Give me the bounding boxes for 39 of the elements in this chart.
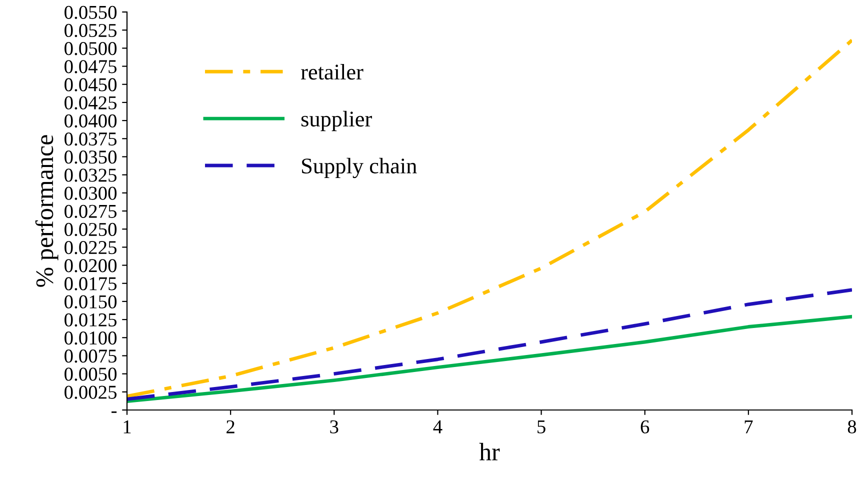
y-tick-label: 0.0275 [64, 204, 117, 218]
y-tick-label: 0.0225 [64, 241, 117, 254]
y-tick-label: 0.0525 [64, 24, 117, 38]
y-tick-label: 0.0550 [64, 6, 117, 20]
x-tick-label: 4 [433, 420, 442, 434]
y-tick-label: 0.0200 [64, 259, 117, 272]
x-axis-title: hr [479, 442, 500, 460]
y-tick-label: 0.0425 [64, 96, 117, 110]
y-tick-label: 0.0325 [64, 168, 117, 182]
y-tick-label: 0.0475 [64, 60, 117, 74]
y-tick-label: 0.0175 [64, 277, 117, 290]
x-tick-label: 1 [124, 420, 131, 434]
y-tick-label: 0.0500 [64, 42, 117, 56]
line-series [127, 314, 852, 404]
y-axis-title: % performance [35, 135, 58, 287]
y-tick-label: 0.0125 [64, 313, 117, 327]
y-tick-label: 0.0025 [64, 386, 117, 399]
legend-label: retailer [301, 64, 364, 80]
legend-label: supplier [301, 110, 372, 132]
x-tick-label: 7 [744, 420, 753, 434]
x-tick-label: 5 [538, 420, 546, 434]
y-tick-label: - [112, 411, 117, 413]
y-tick-label: 0.0050 [64, 368, 117, 381]
y-tick-label: 0.0400 [64, 114, 117, 128]
x-tick-label: 8 [848, 420, 856, 434]
y-tick-label: 0.0250 [64, 222, 117, 236]
y-tick-label: 0.0375 [64, 132, 117, 146]
line-series [127, 288, 852, 401]
x-tick-label: 2 [226, 420, 234, 434]
legend-label: Supply chain [302, 158, 417, 178]
y-tick-label: 0.0350 [64, 150, 117, 164]
x-tick-label: 3 [330, 420, 338, 434]
y-tick-label: 0.0300 [64, 186, 117, 200]
x-tick-label: 6 [640, 420, 650, 434]
y-tick-label: 0.0100 [64, 331, 117, 345]
y-tick-label: 0.0150 [64, 295, 117, 308]
y-tick-label: 0.0075 [64, 350, 117, 363]
line-series [127, 38, 852, 398]
y-tick-label: 0.0450 [64, 78, 117, 92]
